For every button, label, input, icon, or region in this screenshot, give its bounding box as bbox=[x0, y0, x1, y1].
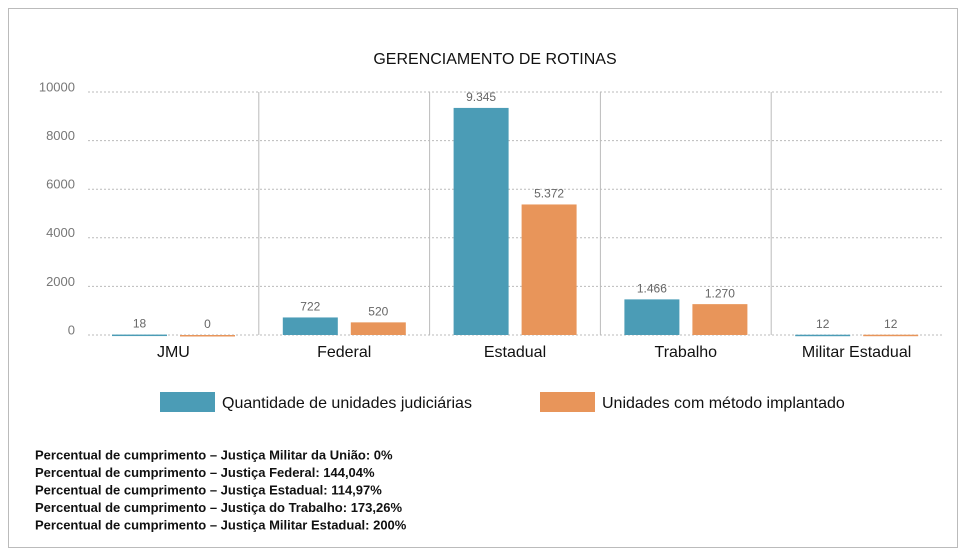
y-tick-label: 8000 bbox=[46, 128, 75, 143]
y-tick-label: 10000 bbox=[39, 79, 75, 94]
legend-label: Quantidade de unidades judiciárias bbox=[222, 395, 472, 412]
bar bbox=[795, 334, 851, 337]
value-label: 722 bbox=[300, 300, 320, 314]
x-tick-label: Federal bbox=[317, 344, 371, 361]
legend-swatch bbox=[540, 392, 595, 412]
value-label: 520 bbox=[368, 305, 388, 319]
y-tick-label: 4000 bbox=[46, 225, 75, 240]
bar bbox=[863, 334, 919, 337]
annotation: Percentual de cumprimento – Justiça Fede… bbox=[35, 465, 375, 480]
value-label: 1.270 bbox=[705, 286, 735, 300]
chart-title: GERENCIAMENTO DE ROTINAS bbox=[373, 51, 616, 68]
y-tick-label: 2000 bbox=[46, 274, 75, 289]
value-label: 9.345 bbox=[466, 90, 496, 104]
bar bbox=[453, 107, 509, 335]
bar bbox=[112, 334, 167, 337]
bar bbox=[350, 322, 406, 335]
y-tick-label: 0 bbox=[68, 322, 75, 337]
bar bbox=[521, 204, 577, 335]
x-tick-label: Estadual bbox=[484, 344, 546, 361]
value-label: 12 bbox=[884, 317, 898, 331]
value-label: 18 bbox=[133, 317, 147, 331]
bar bbox=[624, 299, 680, 335]
value-label: 5.372 bbox=[534, 187, 564, 201]
x-tick-label: JMU bbox=[157, 344, 190, 361]
annotation: Percentual de cumprimento – Justiça do T… bbox=[35, 500, 402, 515]
bar bbox=[282, 317, 338, 335]
legend-swatch bbox=[160, 392, 215, 412]
annotation: Percentual de cumprimento – Justiça Esta… bbox=[35, 482, 382, 497]
value-label: 12 bbox=[816, 317, 830, 331]
y-tick-label: 6000 bbox=[46, 177, 75, 192]
x-tick-label: Militar Estadual bbox=[802, 344, 911, 361]
legend-label: Unidades com método implantado bbox=[602, 395, 845, 412]
annotation: Percentual de cumprimento – Justiça Mili… bbox=[35, 447, 393, 462]
annotation: Percentual de cumprimento – Justiça Mili… bbox=[35, 517, 407, 532]
value-label: 1.466 bbox=[637, 282, 667, 296]
bar bbox=[180, 335, 235, 337]
bar bbox=[692, 304, 748, 335]
value-label: 0 bbox=[204, 317, 211, 331]
x-tick-label: Trabalho bbox=[655, 344, 718, 361]
